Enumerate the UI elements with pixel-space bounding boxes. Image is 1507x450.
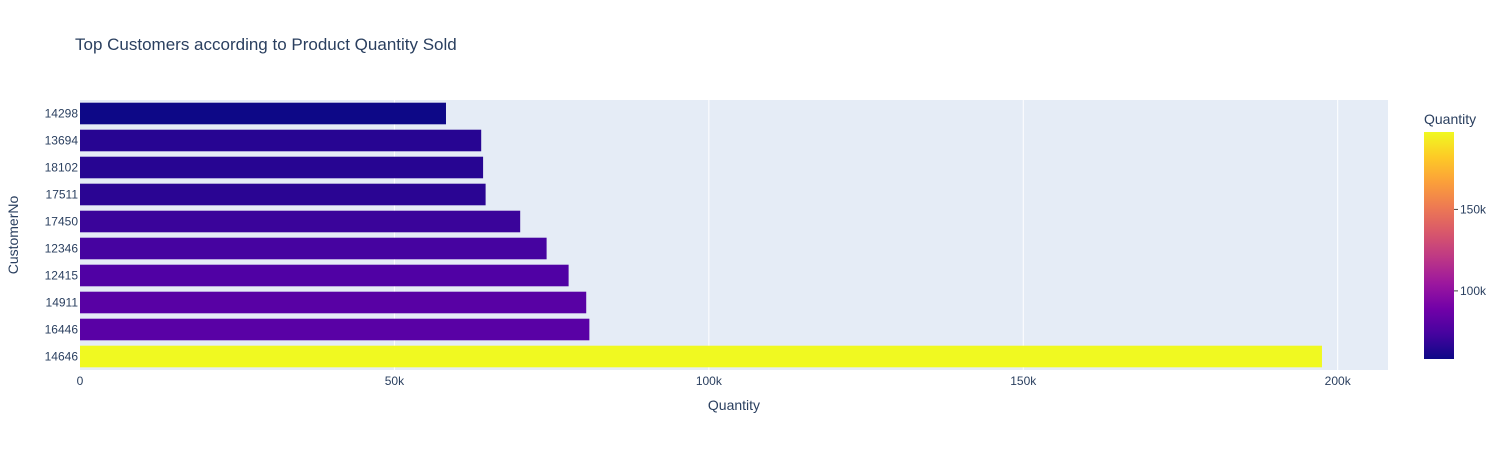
colorbar-tick-label: 100k	[1460, 284, 1487, 298]
x-tick-label: 0	[77, 374, 84, 388]
bar	[80, 318, 590, 341]
x-tick-label: 150k	[1010, 374, 1037, 388]
bar	[80, 291, 587, 314]
chart-title: Top Customers according to Product Quant…	[75, 35, 457, 54]
x-axis-title: Quantity	[708, 397, 760, 413]
colorbar-title: Quantity	[1424, 111, 1476, 127]
colorbar: Quantity 100k 150k	[1424, 111, 1487, 359]
y-tick-label: 13694	[45, 134, 79, 148]
bar	[80, 210, 521, 233]
y-tick-label: 12415	[45, 269, 79, 283]
bar	[80, 237, 547, 260]
bar	[80, 345, 1322, 368]
y-tick-label: 14911	[46, 296, 79, 310]
y-tick-label: 17511	[46, 188, 79, 202]
colorbar-ticks: 100k 150k	[1454, 202, 1487, 298]
y-tick-label: 16446	[45, 323, 79, 337]
y-tick-label: 14646	[45, 350, 79, 364]
x-tick-label: 200k	[1325, 374, 1352, 388]
x-axis-ticks: 0 50k 100k 150k 200k	[77, 374, 1352, 388]
bar	[80, 156, 484, 179]
y-tick-label: 18102	[45, 161, 79, 175]
x-tick-label: 100k	[696, 374, 723, 388]
y-axis-ticks: 14298 13694 18102 17511 17450 12346 12415 14911…	[45, 107, 79, 364]
x-tick-label: 50k	[385, 374, 405, 388]
y-tick-label: 12346	[45, 242, 79, 256]
bar	[80, 264, 569, 287]
y-tick-label: 14298	[45, 107, 79, 121]
colorbar-tick-label: 150k	[1460, 202, 1487, 216]
bars	[80, 102, 1322, 368]
bar	[80, 129, 482, 152]
colorbar-gradient	[1424, 132, 1454, 359]
y-axis-title: CustomerNo	[5, 196, 21, 275]
bar	[80, 102, 446, 125]
bar	[80, 183, 486, 206]
y-tick-label: 17450	[45, 215, 79, 229]
